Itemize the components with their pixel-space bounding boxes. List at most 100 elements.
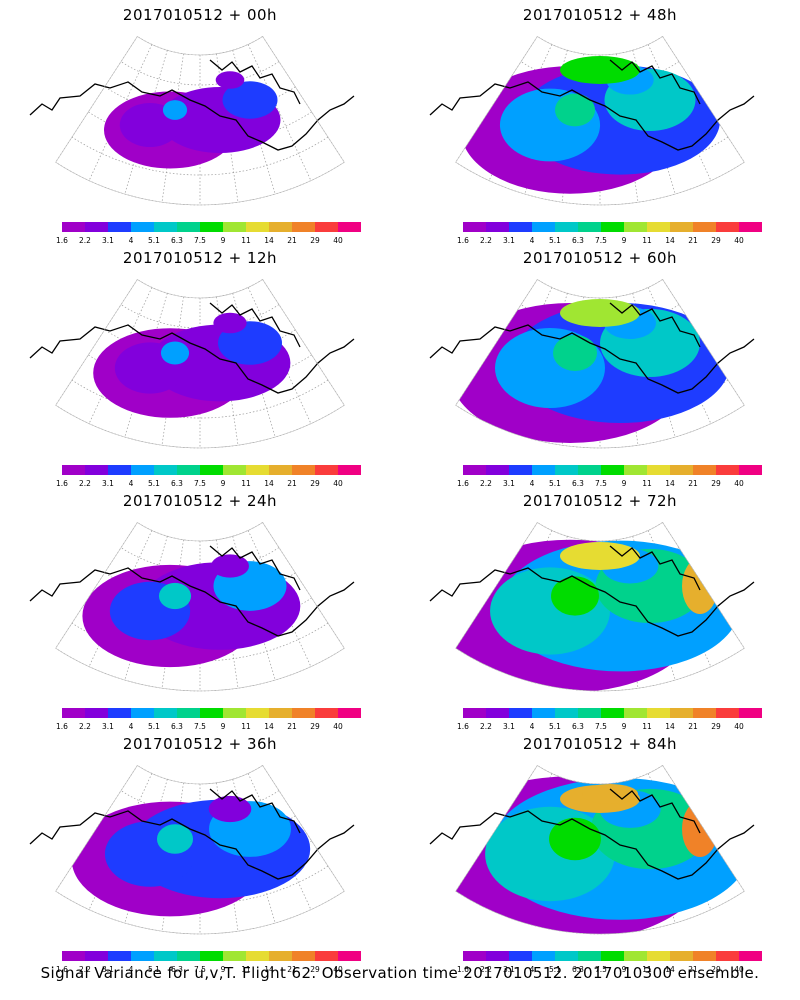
colorbar-tick-label: 29	[310, 479, 320, 488]
colorbar-tick-label: 1.6	[457, 236, 469, 245]
colorbar-swatch	[555, 708, 578, 718]
coastline	[429, 59, 755, 151]
colorbar-tick-label: 7.5	[194, 965, 206, 974]
colorbar-tick-label: 2.2	[480, 722, 492, 731]
colorbar-swatch	[463, 951, 486, 961]
forecast-panel: 2017010512 + 36h 1.6 2.2 3.1 4 5.1 6.3 7.5 9 11 14…	[0, 729, 400, 974]
colorbar-tick-label: 3.1	[503, 236, 515, 245]
variance-contour-blob	[211, 554, 249, 578]
colorbar-tick-label: 40	[734, 965, 744, 974]
colorbar-swatch	[739, 708, 762, 718]
colorbar-swatch	[62, 222, 85, 232]
colorbar-tick-label: 3.1	[503, 479, 515, 488]
colorbar-swatch	[292, 951, 315, 961]
colorbar-swatch	[739, 222, 762, 232]
colorbar-swatch	[269, 708, 292, 718]
colorbar-tick-label: 40	[333, 479, 343, 488]
colorbar-swatch	[716, 222, 739, 232]
colorbar-tick-label: 2.2	[480, 965, 492, 974]
colorbar-labels: 1.6 2.2 3.1 4 5.1 6.3 7.5 9 11 14 21 29 40	[457, 722, 762, 732]
colorbar-tick-label: 5.1	[148, 965, 160, 974]
colorbar-tick-label: 9	[220, 479, 226, 488]
colorbar-swatch	[246, 465, 269, 475]
colorbar-tick-label: 1.6	[56, 722, 68, 731]
variance-field	[455, 776, 745, 934]
colorbar-tick-label: 29	[310, 722, 320, 731]
colorbar	[463, 222, 762, 234]
colorbar-tick-label: 1.6	[457, 965, 469, 974]
colorbar-tick-label: 1.6	[457, 722, 469, 731]
colorbar-swatch	[85, 465, 108, 475]
variance-field	[93, 312, 291, 418]
colorbar-labels: 1.6 2.2 3.1 4 5.1 6.3 7.5 9 11 14 21 29 40	[457, 479, 762, 489]
colorbar-tick-label: 9	[621, 479, 627, 488]
coastline	[429, 788, 755, 880]
polar-map	[29, 36, 355, 206]
colorbar-swatch	[693, 222, 716, 232]
colorbar-swatch	[62, 465, 85, 475]
colorbar-tick-label: 4	[529, 965, 535, 974]
colorbar-tick-label: 14	[264, 479, 274, 488]
colorbar-swatch	[486, 708, 509, 718]
colorbar-swatch	[601, 708, 624, 718]
colorbar-swatch	[601, 465, 624, 475]
colorbar-swatch	[131, 951, 154, 961]
colorbar-swatch	[315, 465, 338, 475]
variance-contour-blob	[682, 558, 718, 614]
colorbar-tick-label: 3.1	[102, 479, 114, 488]
colorbar-tick-label: 3.1	[102, 236, 114, 245]
colorbar-tick-label: 7.5	[595, 236, 607, 245]
colorbar-swatch	[670, 951, 693, 961]
colorbar-tick-label: 4	[128, 479, 134, 488]
colorbar-swatch	[62, 708, 85, 718]
colorbar-tick-label: 9	[220, 722, 226, 731]
colorbar-swatch	[292, 465, 315, 475]
colorbar-swatch	[624, 465, 647, 475]
polar-map	[29, 279, 355, 449]
colorbar-tick-label: 2.2	[79, 965, 91, 974]
colorbar-tick-label: 7.5	[194, 722, 206, 731]
colorbar-tick-label: 9	[220, 965, 226, 974]
panel-title: 2017010512 + 72h	[522, 492, 678, 510]
colorbar-swatch	[338, 951, 361, 961]
colorbar-swatch	[624, 708, 647, 718]
variance-contour-blob	[490, 567, 610, 655]
panel-title: 2017010512 + 84h	[522, 735, 678, 753]
panel-title: 2017010512 + 12h	[122, 249, 278, 267]
polar-map	[29, 765, 355, 935]
colorbar-swatch	[338, 465, 361, 475]
colorbar-swatch	[693, 951, 716, 961]
colorbar-swatch	[177, 465, 200, 475]
colorbar-swatch	[532, 708, 555, 718]
colorbar-swatch	[601, 222, 624, 232]
forecast-panel: 2017010512 + 48h 1.6 2.2 3.1 4 5.1 6.3 7.5 9 11 14…	[400, 0, 800, 245]
colorbar-swatch	[532, 222, 555, 232]
colorbar-tick-label: 9	[621, 965, 627, 974]
colorbar-tick-label: 40	[333, 722, 343, 731]
colorbar-tick-label: 11	[642, 722, 652, 731]
colorbar-swatch	[177, 708, 200, 718]
colorbar-tick-label: 21	[287, 965, 297, 974]
colorbar-tick-label: 14	[264, 236, 274, 245]
colorbar-swatch	[108, 222, 131, 232]
colorbar-tick-label: 14	[665, 722, 675, 731]
panel-title: 2017010512 + 60h	[522, 249, 678, 267]
colorbar-swatch	[315, 222, 338, 232]
colorbar-swatch	[555, 465, 578, 475]
colorbar-swatch	[578, 951, 601, 961]
colorbar-swatch	[716, 465, 739, 475]
colorbar-swatch	[223, 222, 246, 232]
colorbar-swatch	[463, 708, 486, 718]
colorbar-swatch	[246, 708, 269, 718]
colorbar-swatch	[154, 708, 177, 718]
variance-contour-blob	[222, 81, 278, 119]
colorbar-tick-label: 2.2	[79, 236, 91, 245]
colorbar-tick-label: 4	[128, 965, 134, 974]
variance-contour-blob	[560, 299, 640, 327]
colorbar-tick-label: 14	[264, 965, 274, 974]
variance-contour-blob	[553, 335, 597, 371]
colorbar-tick-label: 5.1	[549, 965, 561, 974]
colorbar-tick-label: 1.6	[56, 965, 68, 974]
colorbar-tick-label: 6.3	[171, 965, 183, 974]
colorbar	[62, 951, 361, 963]
